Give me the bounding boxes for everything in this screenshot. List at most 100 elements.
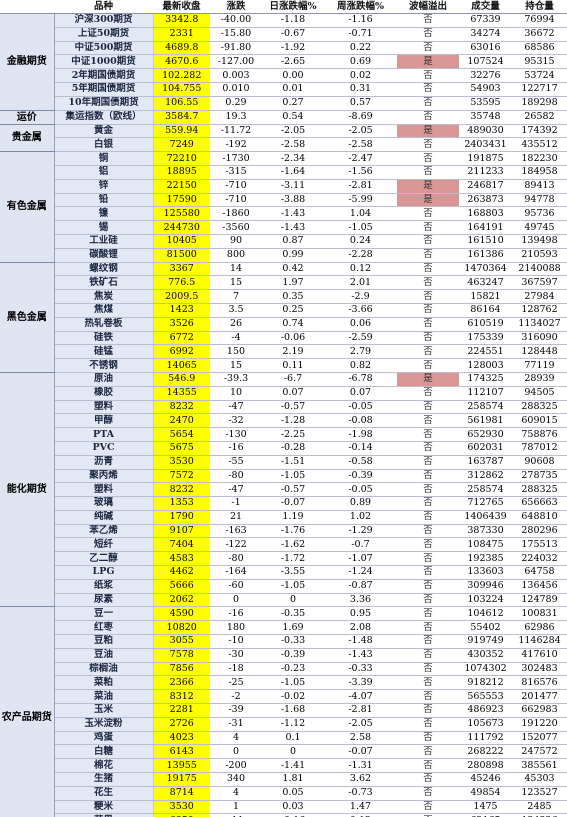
flag-cell: 否 bbox=[397, 68, 459, 83]
change-cell: 14 bbox=[210, 262, 262, 277]
day-pct-cell: -0.35 bbox=[262, 606, 324, 622]
group-label: 有色金属 bbox=[0, 151, 55, 263]
variety-cell: 碳酸锂 bbox=[54, 248, 154, 263]
volume-cell: 111792 bbox=[459, 731, 512, 746]
change-cell: -2 bbox=[210, 689, 262, 705]
table-row: 铅 17590 -710 -3.88 -5.99 是 263873 94778 bbox=[0, 193, 567, 208]
week-pct-cell: 0.95 bbox=[324, 606, 397, 622]
flag-cell: 否 bbox=[397, 744, 459, 760]
variety-cell: LPG bbox=[54, 565, 154, 580]
close-cell: 3342.8 bbox=[153, 13, 210, 28]
open-interest-cell: 27984 bbox=[512, 289, 567, 304]
open-interest-cell: 95736 bbox=[512, 206, 567, 222]
flag-cell: 否 bbox=[397, 27, 459, 42]
open-interest-cell: 64758 bbox=[512, 565, 567, 580]
variety-cell: 粳米 bbox=[54, 800, 154, 815]
day-pct-cell: 0.27 bbox=[262, 96, 324, 111]
header-week-pct: 周涨跌幅% bbox=[324, 0, 397, 14]
flag-cell: 否 bbox=[397, 331, 459, 346]
open-interest-cell: 28939 bbox=[512, 372, 567, 387]
open-interest-cell: 2140088 bbox=[512, 262, 567, 277]
change-cell: -127.00 bbox=[210, 54, 262, 70]
flag-cell: 否 bbox=[397, 220, 459, 235]
close-cell: 81500 bbox=[153, 248, 210, 263]
table-row: LPG 4462 -164 -3.55 -1.24 否 133603 64758 bbox=[0, 565, 567, 580]
change-cell: -10 bbox=[210, 634, 262, 649]
volume-cell: 919749 bbox=[459, 634, 512, 649]
variety-cell: 塑料 bbox=[54, 400, 154, 415]
volume-cell: 561981 bbox=[459, 413, 512, 429]
day-pct-cell: -1.18 bbox=[262, 13, 324, 28]
flag-cell: 是 bbox=[397, 124, 459, 139]
close-cell: 3530 bbox=[153, 800, 210, 815]
close-cell: 3367 bbox=[153, 262, 210, 277]
flag-cell: 否 bbox=[397, 537, 459, 553]
flag-cell: 否 bbox=[397, 206, 459, 222]
change-cell: -1 bbox=[210, 496, 262, 511]
week-pct-cell: 0.02 bbox=[324, 68, 397, 83]
day-pct-cell: -3.11 bbox=[262, 179, 324, 194]
variety-cell: 苹果 bbox=[54, 813, 154, 817]
change-cell: -91.80 bbox=[210, 41, 262, 56]
table-row: 工业硅 10405 90 0.87 0.24 否 161510 139498 bbox=[0, 234, 567, 249]
close-cell: 102.282 bbox=[153, 68, 210, 83]
table-row: 玉米淀粉 2726 -31 -1.12 -2.05 否 105673 191220 bbox=[0, 717, 567, 732]
close-cell: 1353 bbox=[153, 496, 210, 511]
table-row: 热轧卷板 3526 26 0.74 0.06 否 610519 1134027 bbox=[0, 317, 567, 332]
volume-cell: 246817 bbox=[459, 179, 512, 194]
open-interest-cell: 100831 bbox=[512, 606, 567, 622]
change-cell: -3560 bbox=[210, 220, 262, 235]
volume-cell: 224551 bbox=[459, 344, 512, 360]
volume-cell: 175339 bbox=[459, 331, 512, 346]
variety-cell: 棉花 bbox=[54, 758, 154, 774]
day-pct-cell: -1.51 bbox=[262, 455, 324, 470]
open-interest-cell: 184958 bbox=[512, 165, 567, 180]
day-pct-cell: 0.07 bbox=[262, 386, 324, 401]
week-pct-cell: 3.62 bbox=[324, 772, 397, 787]
header-change: 涨跌 bbox=[210, 0, 262, 14]
variety-cell: 菜粕 bbox=[54, 675, 154, 691]
day-pct-cell: -1.68 bbox=[262, 703, 324, 718]
open-interest-cell: 302483 bbox=[512, 662, 567, 677]
variety-cell: 鸡蛋 bbox=[54, 731, 154, 746]
header-flag: 波幅溢出 bbox=[397, 0, 459, 14]
change-cell: -11.72 bbox=[210, 124, 262, 139]
table-row: 铁矿石 776.5 15 1.97 2.01 否 463247 367597 bbox=[0, 275, 567, 291]
week-pct-cell: 2.08 bbox=[324, 620, 397, 636]
close-cell: 1790 bbox=[153, 510, 210, 525]
volume-cell: 312862 bbox=[459, 469, 512, 484]
close-cell: 22150 bbox=[153, 179, 210, 194]
flag-cell: 否 bbox=[397, 41, 459, 56]
table-row: 金融期货 沪深300期货 3342.8 -40.00 -1.18 -1.16 否 67339 7… bbox=[0, 13, 567, 111]
day-pct-cell: -1.05 bbox=[262, 469, 324, 484]
variety-cell: 工业硅 bbox=[54, 234, 154, 249]
volume-cell: 164191 bbox=[459, 220, 512, 235]
open-interest-cell: 385561 bbox=[512, 758, 567, 774]
open-interest-cell: 1134027 bbox=[512, 317, 567, 332]
flag-cell: 否 bbox=[397, 703, 459, 718]
close-cell: 10820 bbox=[153, 620, 210, 636]
table-row: 乙二醇 4583 -80 -1.72 -1.07 否 192385 224032 bbox=[0, 551, 567, 567]
volume-cell: 211233 bbox=[459, 165, 512, 180]
flag-cell: 否 bbox=[397, 565, 459, 580]
day-pct-cell: -0.06 bbox=[262, 331, 324, 346]
open-interest-cell: 174392 bbox=[512, 124, 567, 139]
day-pct-cell: -2.58 bbox=[262, 137, 324, 153]
day-pct-cell: 1.69 bbox=[262, 620, 324, 636]
close-cell: 6992 bbox=[153, 344, 210, 360]
week-pct-cell: 0.57 bbox=[324, 96, 397, 111]
close-cell: 17590 bbox=[153, 193, 210, 208]
week-pct-cell: 0.12 bbox=[324, 813, 397, 817]
volume-cell: 486923 bbox=[459, 703, 512, 718]
table-row: 锡 244730 -3560 -1.43 -1.05 否 164191 49745 bbox=[0, 220, 567, 235]
volume-cell: 104612 bbox=[459, 606, 512, 622]
open-interest-cell: 45303 bbox=[512, 772, 567, 787]
volume-cell: 1406439 bbox=[459, 510, 512, 525]
variety-cell: 焦炭 bbox=[54, 289, 154, 304]
volume-cell: 63016 bbox=[459, 41, 512, 56]
volume-cell: 112107 bbox=[459, 386, 512, 401]
open-interest-cell: 128762 bbox=[512, 303, 567, 318]
flag-cell: 否 bbox=[397, 634, 459, 649]
variety-cell: 中证500期货 bbox=[54, 41, 154, 56]
